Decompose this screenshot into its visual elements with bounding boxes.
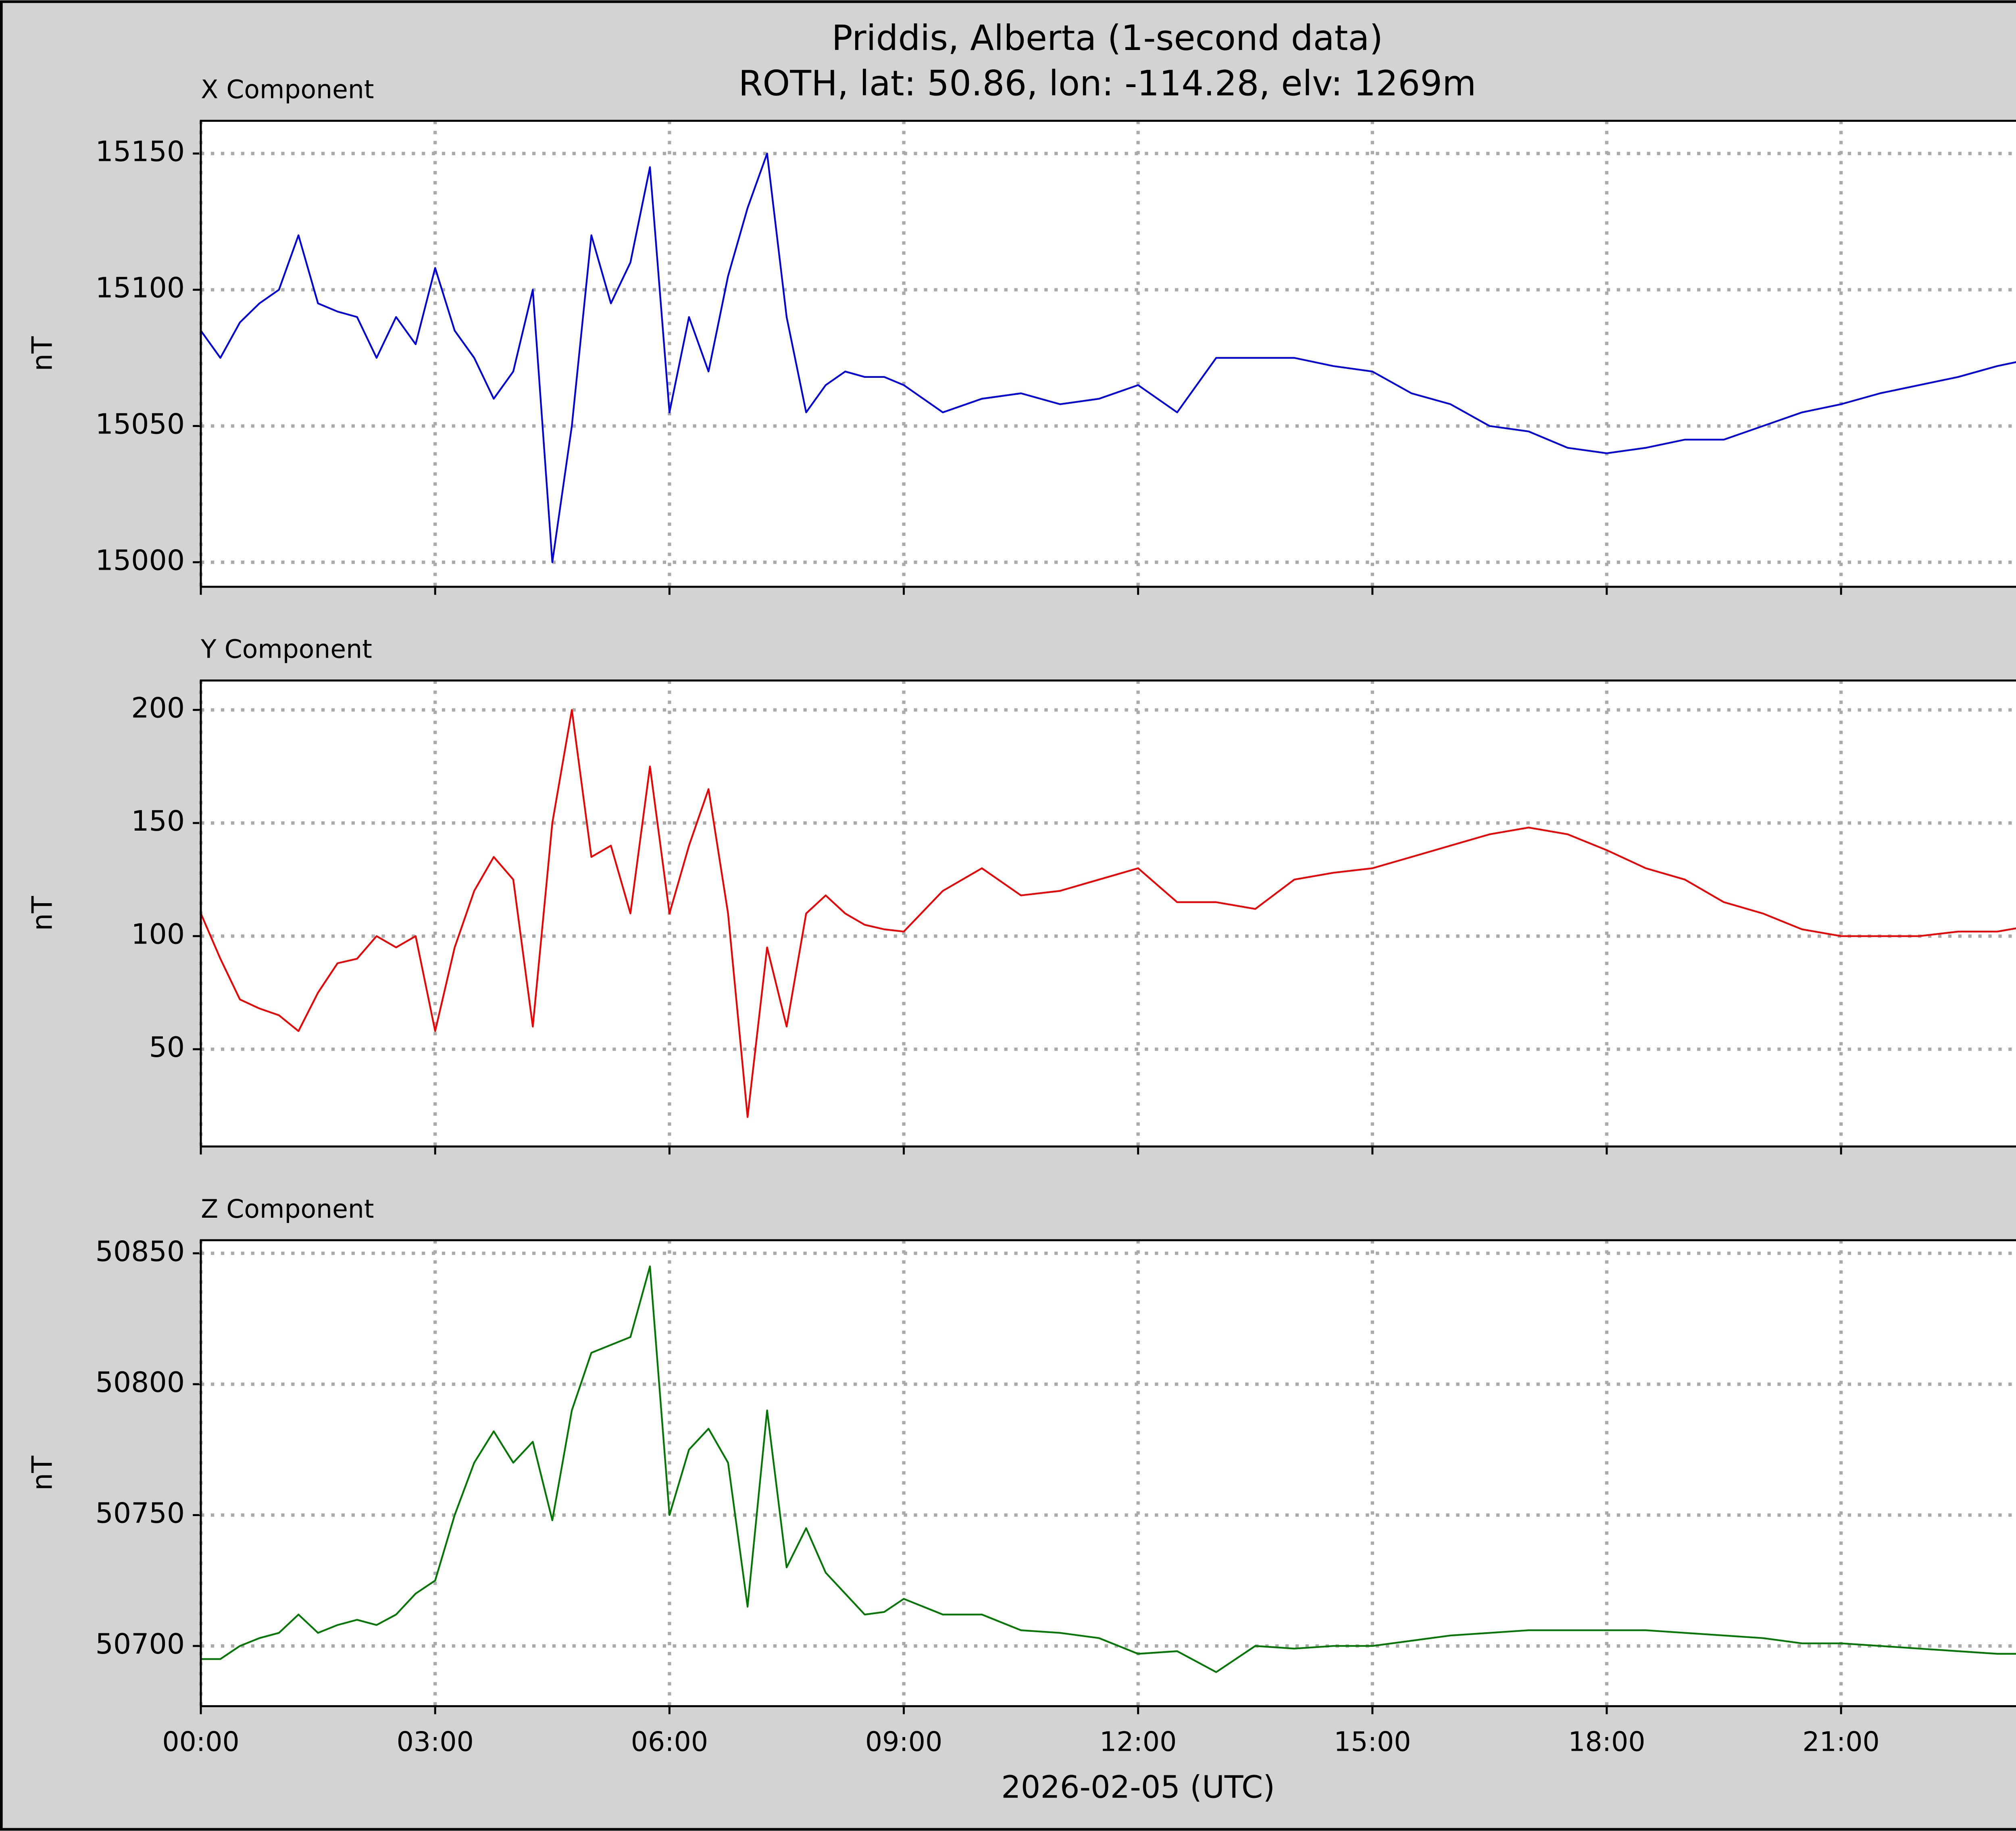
y-tick-label: 150 <box>131 805 185 837</box>
plot-frame <box>200 120 2016 588</box>
x-tick-label: 00:00 <box>162 1726 239 1757</box>
y-tick-label: 50850 <box>95 1235 185 1268</box>
plot-frame <box>200 1239 2016 1707</box>
x-tick-label: 18:00 <box>1568 1726 1645 1757</box>
y-tick-label: 50800 <box>95 1366 185 1399</box>
y-tick-label: 15050 <box>95 408 185 441</box>
x-axis-label: 2026-02-05 (UTC) <box>1001 1769 1275 1805</box>
y-axis-label: nT <box>26 336 59 371</box>
y-tick-label: 200 <box>131 692 185 725</box>
subplot-title: Y Component <box>200 634 372 664</box>
y-tick-label: 50 <box>149 1031 185 1064</box>
y-tick-label: 15000 <box>95 544 185 577</box>
data-line <box>200 709 2016 1118</box>
y-axis-label: nT <box>26 896 59 931</box>
data-line <box>200 152 2016 563</box>
x-tick-label: 03:00 <box>397 1726 474 1757</box>
plot-frame <box>200 679 2016 1148</box>
y-tick-label: 50750 <box>95 1497 185 1530</box>
figure-title: Priddis, Alberta (1-second data) <box>832 18 1383 58</box>
x-tick-label: 15:00 <box>1334 1726 1411 1757</box>
plot-area <box>201 680 2016 1147</box>
x-tick-label: 12:00 <box>1100 1726 1177 1757</box>
y-tick-label: 50700 <box>95 1628 185 1660</box>
y-tick-label: 15150 <box>95 135 185 168</box>
figure-subtitle: ROTH, lat: 50.86, lon: -114.28, elv: 126… <box>738 64 1476 104</box>
x-tick-label: 09:00 <box>865 1726 942 1757</box>
plot-area <box>201 121 2016 587</box>
y-tick-label: 100 <box>131 918 185 951</box>
subplot-title: Z Component <box>201 1194 374 1224</box>
data-line <box>201 1265 2016 1673</box>
x-tick-label: 06:00 <box>631 1726 708 1757</box>
y-tick-label: 15100 <box>95 272 185 304</box>
x-tick-label: 21:00 <box>1802 1726 1879 1757</box>
plot-area <box>201 1240 2016 1706</box>
y-axis-label: nT <box>26 1456 59 1491</box>
subplot-title: X Component <box>201 75 374 104</box>
